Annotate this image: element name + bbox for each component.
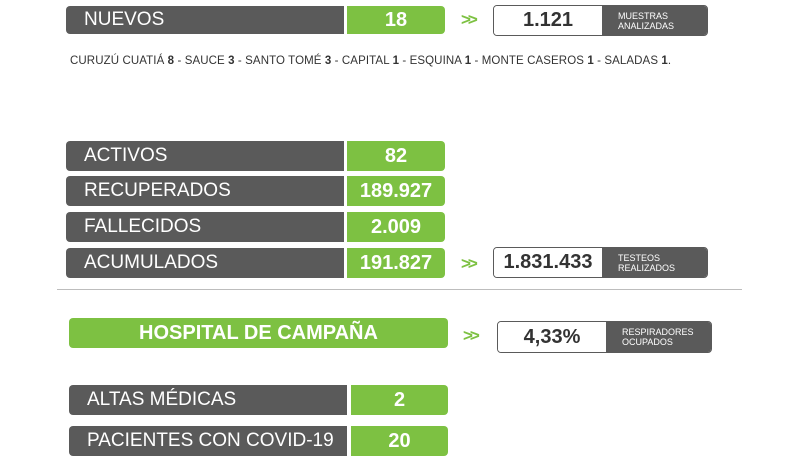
detail-item: CURUZÚ CUATIÁ 8: [70, 55, 175, 67]
detail-item: CAPITAL 1: [341, 55, 400, 67]
nuevos-detail-line: CURUZÚ CUATIÁ 8 - SAUCE 3 - SANTO TOMÉ 3…: [70, 55, 672, 67]
respiradores-caption-line1: RESPIRADORES: [622, 327, 694, 337]
recuperados-value: 189.927: [347, 176, 445, 206]
muestras-caption-line1: MUESTRAS: [618, 10, 669, 21]
testeos-arrow-icon: >>: [461, 254, 478, 273]
muestras-caption: MUESTRAS ANALIZADAS: [602, 6, 707, 35]
altas-medicas-label: ALTAS MÉDICAS: [69, 385, 347, 415]
fallecidos-value: 2.009: [347, 212, 445, 242]
nuevos-label: NUEVOS: [66, 6, 344, 34]
testeos-caption-line2: REALIZADOS: [618, 262, 676, 273]
detail-item: SANTO TOMÉ 3: [245, 55, 332, 67]
activos-label: ACTIVOS: [66, 141, 344, 171]
muestras-value: 1.121: [494, 6, 602, 35]
nuevos-arrow-icon: >>: [461, 10, 478, 29]
testeos-box: 1.831.433 TESTEOS REALIZADOS: [493, 247, 708, 278]
muestras-box: 1.121 MUESTRAS ANALIZADAS: [493, 5, 708, 36]
nuevos-value: 18: [347, 6, 445, 34]
respiradores-caption-line2: OCUPADOS: [622, 337, 673, 347]
testeos-value: 1.831.433: [494, 248, 602, 277]
respiradores-box: 4,33% RESPIRADORES OCUPADOS: [497, 321, 712, 353]
pacientes-covid-label: PACIENTES CON COVID-19: [69, 426, 347, 456]
pacientes-covid-value: 20: [351, 426, 448, 456]
activos-value: 82: [347, 141, 445, 171]
detail-item: SAUCE 3: [184, 55, 235, 67]
testeos-caption: TESTEOS REALIZADOS: [602, 248, 707, 277]
hospital-arrow-icon: >>: [463, 326, 480, 345]
altas-medicas-value: 2: [351, 385, 448, 415]
detail-item: ESQUINA 1: [409, 55, 472, 67]
hospital-title: HOSPITAL DE CAMPAÑA: [69, 318, 448, 348]
recuperados-label: RECUPERADOS: [66, 176, 344, 206]
acumulados-value: 191.827: [347, 248, 445, 278]
fallecidos-label: FALLECIDOS: [66, 212, 344, 242]
detail-item: SALADAS 1.: [604, 55, 672, 67]
muestras-caption-line2: ANALIZADAS: [618, 20, 675, 31]
respiradores-value: 4,33%: [498, 322, 606, 352]
detail-item: MONTE CASEROS 1: [481, 55, 594, 67]
testeos-caption-line1: TESTEOS: [618, 252, 661, 263]
respiradores-caption: RESPIRADORES OCUPADOS: [606, 322, 711, 352]
section-divider: [57, 289, 742, 290]
acumulados-label: ACUMULADOS: [66, 248, 344, 278]
